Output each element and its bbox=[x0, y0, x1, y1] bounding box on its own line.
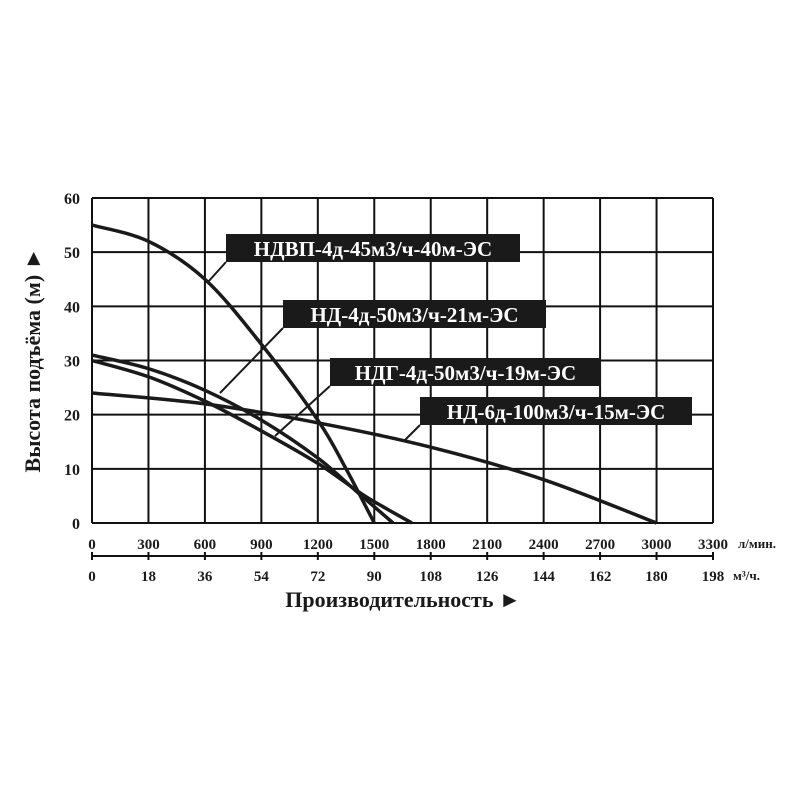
x2-unit-label: м³/ч. bbox=[733, 568, 760, 583]
y-tick-label: 10 bbox=[64, 462, 80, 479]
y-axis-title: Высота подъёма (м) ► bbox=[20, 248, 45, 473]
x-tick-label: 300 bbox=[137, 537, 160, 553]
leader-line bbox=[274, 385, 331, 437]
x-unit-label: л/мин. bbox=[738, 536, 776, 551]
curves bbox=[91, 223, 658, 525]
x2-tick-label: 144 bbox=[532, 569, 555, 585]
x-axis-ticks: 0 300 600 900 1200 1500 1800 2100 2400 2700 3000 33… bbox=[88, 537, 728, 553]
x2-tick-label: 126 bbox=[476, 569, 499, 585]
x2-tick-label: 72 bbox=[310, 569, 325, 585]
series-label: НД-6д-100м3/ч-15м-ЭС bbox=[447, 400, 666, 424]
y-tick-label: 20 bbox=[64, 408, 80, 425]
x2-tick-label: 36 bbox=[197, 569, 213, 585]
x-tick-label: 1800 bbox=[416, 537, 446, 553]
x-tick-label: 2400 bbox=[529, 537, 559, 553]
x2-tick-label: 54 bbox=[254, 569, 270, 585]
label-box bbox=[226, 234, 520, 262]
x2-tick-label: 162 bbox=[589, 569, 612, 585]
x-tick-label: 1200 bbox=[303, 537, 333, 553]
leader-line bbox=[404, 424, 421, 441]
leader-line bbox=[207, 261, 227, 283]
label-box bbox=[330, 358, 601, 386]
x-tick-label: 2100 bbox=[472, 537, 502, 553]
series-label: НДГ-4д-50м3/ч-19м-ЭС bbox=[355, 361, 576, 385]
x2-tick-label: 198 bbox=[702, 569, 725, 585]
y-tick-label: 40 bbox=[64, 299, 80, 316]
label-box bbox=[420, 397, 692, 425]
x-tick-label: 0 bbox=[88, 537, 96, 553]
x-tick-label: 2700 bbox=[585, 537, 615, 553]
x2-tick-label: 90 bbox=[367, 569, 382, 585]
x-tick-label: 3000 bbox=[642, 537, 672, 553]
curve-series-1 bbox=[91, 223, 376, 524]
x-axis-title: Производительность ► bbox=[285, 587, 520, 612]
x-tick-label: 3300 bbox=[698, 537, 728, 553]
label-box bbox=[283, 300, 546, 328]
y-tick-label: 50 bbox=[64, 245, 80, 262]
x2-tick-label: 180 bbox=[645, 569, 668, 585]
y-axis-ticks: 0 10 20 30 40 50 60 bbox=[64, 191, 80, 533]
x2-tick-label: 18 bbox=[141, 569, 156, 585]
series-label: НДВП-4д-45м3/ч-40м-ЭС bbox=[254, 237, 492, 261]
x-tick-label: 900 bbox=[250, 537, 273, 553]
x2-axis: 0 18 36 54 72 90 108 126 144 162 180 198 bbox=[88, 552, 724, 585]
x2-tick-label: 0 bbox=[88, 569, 96, 585]
curve-series-4 bbox=[91, 391, 658, 525]
curve-series-3 bbox=[91, 358, 413, 525]
series-label: НД-4д-50м3/ч-21м-ЭС bbox=[310, 303, 518, 327]
leader-line bbox=[219, 327, 284, 394]
x2-tick-label: 108 bbox=[419, 569, 442, 585]
x-tick-label: 600 bbox=[194, 537, 217, 553]
y-tick-label: 0 bbox=[72, 516, 80, 533]
series-labels: НДВП-4д-45м3/ч-40м-ЭС НД-4д-50м3/ч-21м-ЭС… bbox=[207, 234, 692, 441]
y-tick-label: 30 bbox=[64, 354, 80, 371]
x-tick-label: 1500 bbox=[359, 537, 389, 553]
y-tick-label: 60 bbox=[64, 191, 80, 208]
